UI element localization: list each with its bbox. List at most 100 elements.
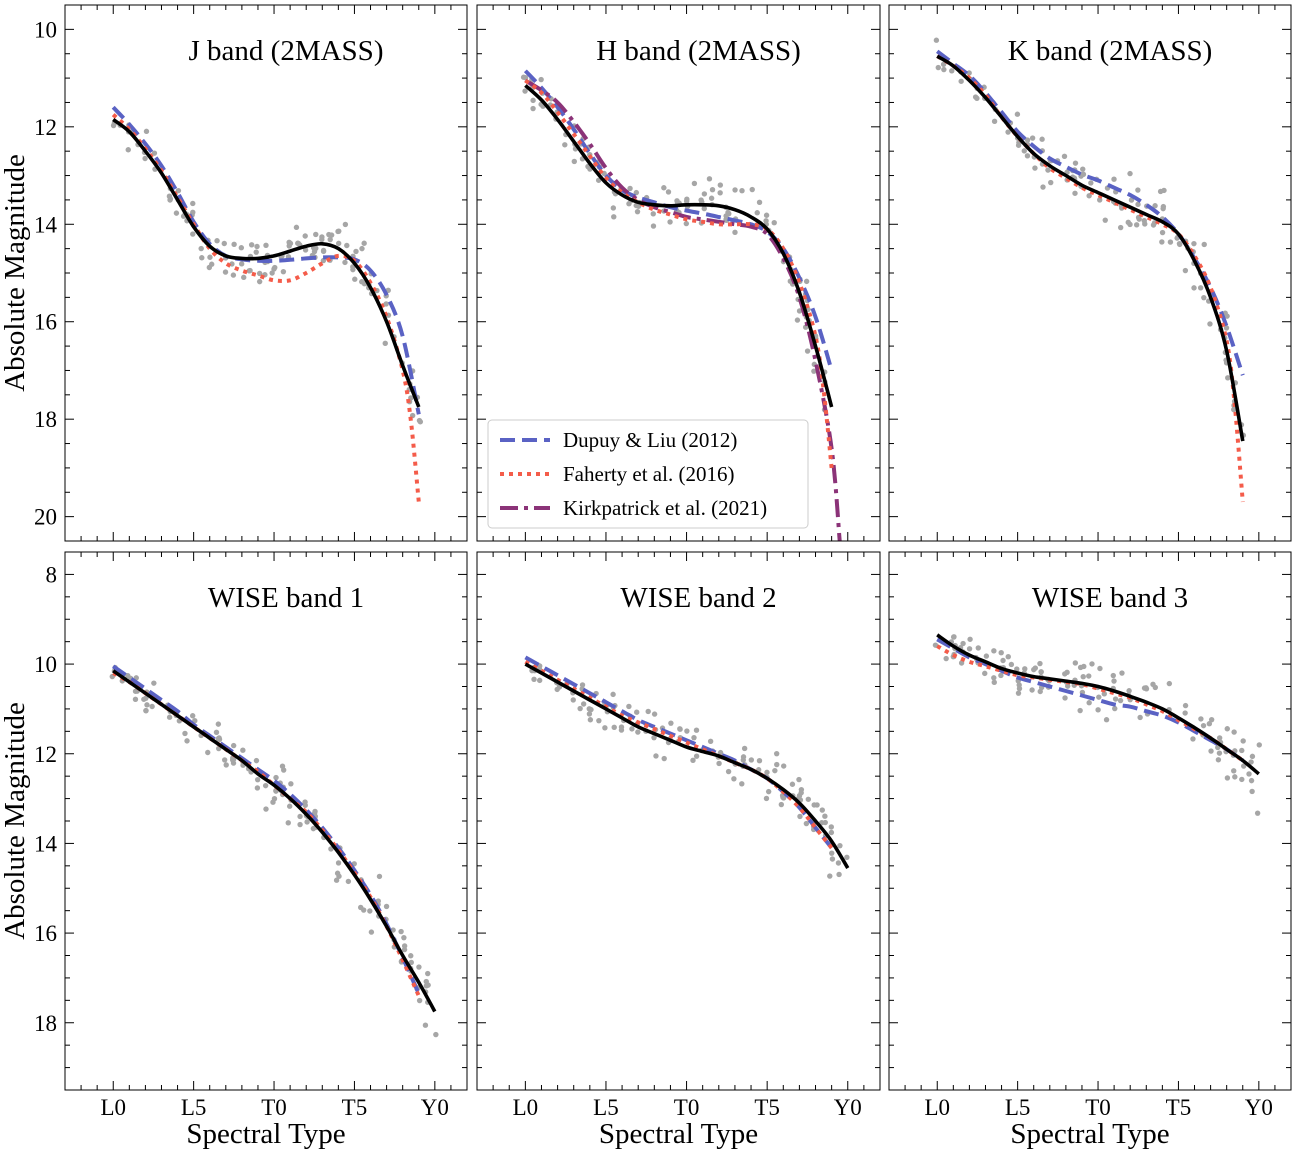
- data-point: [221, 757, 228, 763]
- data-point: [693, 727, 700, 733]
- data-point: [328, 232, 335, 238]
- data-point: [151, 150, 158, 156]
- data-point: [205, 749, 211, 756]
- data-point: [1072, 160, 1079, 166]
- plot-area: [520, 69, 842, 541]
- series-line-dupuy: [524, 655, 834, 850]
- series-line-faherty: [112, 671, 421, 997]
- plot-area: [932, 633, 1262, 816]
- data-point: [142, 155, 148, 162]
- data-point: [701, 191, 708, 197]
- data-point: [241, 274, 247, 281]
- data-point: [653, 753, 659, 759]
- legend: Dupuy & Liu (2012) Faherty et al. (2016) K…: [487, 419, 809, 529]
- data-point: [256, 278, 263, 285]
- data-point: [1062, 695, 1068, 701]
- data-point: [822, 813, 828, 819]
- data-point: [683, 220, 690, 227]
- data-point: [1216, 750, 1223, 756]
- data-point: [580, 701, 587, 707]
- series-line-faherty: [936, 54, 1245, 503]
- data-point: [223, 762, 229, 768]
- data-point: [691, 180, 698, 187]
- data-point: [297, 821, 303, 828]
- data-point: [1191, 240, 1197, 247]
- data-point: [344, 242, 350, 249]
- data-point: [811, 368, 817, 374]
- data-point: [1182, 710, 1188, 716]
- data-point: [972, 94, 979, 100]
- data-point: [207, 254, 213, 260]
- data-point: [983, 653, 990, 659]
- data-point: [1136, 216, 1142, 222]
- data-point: [333, 877, 340, 883]
- data-point: [706, 176, 713, 182]
- data-point: [390, 927, 396, 933]
- data-point: [125, 672, 131, 679]
- data-point: [803, 278, 810, 285]
- data-point: [422, 1022, 429, 1028]
- data-point: [1061, 153, 1068, 160]
- data-point: [1224, 726, 1230, 732]
- data-point: [837, 842, 843, 849]
- data-point: [933, 37, 940, 43]
- data-point: [577, 705, 583, 712]
- data-point: [215, 721, 222, 727]
- data-point: [951, 634, 957, 640]
- data-point: [611, 214, 617, 220]
- x-tick-label: T5: [1166, 1095, 1192, 1120]
- data-point: [1201, 294, 1207, 301]
- data-point: [263, 806, 269, 812]
- data-point: [271, 795, 278, 802]
- data-point: [312, 808, 318, 815]
- data-point: [794, 317, 801, 323]
- panel-title: K band (2MASS): [1008, 35, 1213, 67]
- data-point: [618, 724, 625, 730]
- y-tick-label: 14: [34, 831, 58, 856]
- data-point: [416, 964, 422, 970]
- data-point: [125, 147, 131, 153]
- data-point: [763, 218, 769, 224]
- data-point: [1111, 176, 1117, 182]
- data-point: [1182, 702, 1189, 709]
- data-point: [634, 709, 640, 715]
- data-point: [199, 255, 205, 261]
- data-point: [732, 229, 738, 236]
- x-tick-label: T0: [261, 1095, 287, 1120]
- data-point: [1095, 707, 1101, 713]
- data-point: [1117, 697, 1124, 704]
- data-point: [1224, 313, 1230, 319]
- data-point: [1208, 748, 1214, 754]
- data-point: [1150, 222, 1157, 228]
- data-point: [805, 796, 812, 802]
- series-line-fit: [524, 84, 834, 408]
- data-point: [1256, 742, 1262, 748]
- data-point: [536, 677, 543, 684]
- data-point: [1031, 666, 1037, 673]
- data-point: [691, 734, 697, 741]
- data-point: [949, 68, 955, 74]
- data-point: [248, 242, 255, 248]
- data-point: [1239, 776, 1245, 783]
- data-point: [1239, 747, 1245, 754]
- data-point: [829, 850, 835, 856]
- data-point: [717, 190, 723, 196]
- data-point: [132, 696, 139, 703]
- x-tick-label: T0: [1085, 1095, 1111, 1120]
- data-point: [1005, 129, 1011, 135]
- data-point: [763, 212, 770, 218]
- data-point: [633, 189, 640, 196]
- data-point: [1037, 688, 1043, 695]
- legend-frame: [487, 419, 809, 529]
- y-tick-label: 10: [34, 652, 57, 677]
- data-point: [1024, 153, 1031, 159]
- data-point: [780, 794, 786, 800]
- data-point: [723, 213, 729, 219]
- data-point: [1224, 775, 1231, 781]
- data-point: [629, 726, 635, 732]
- data-point: [1102, 217, 1108, 223]
- series-line-fit: [524, 662, 850, 870]
- data-point: [254, 243, 260, 250]
- data-point: [353, 248, 359, 255]
- data-point: [814, 802, 820, 808]
